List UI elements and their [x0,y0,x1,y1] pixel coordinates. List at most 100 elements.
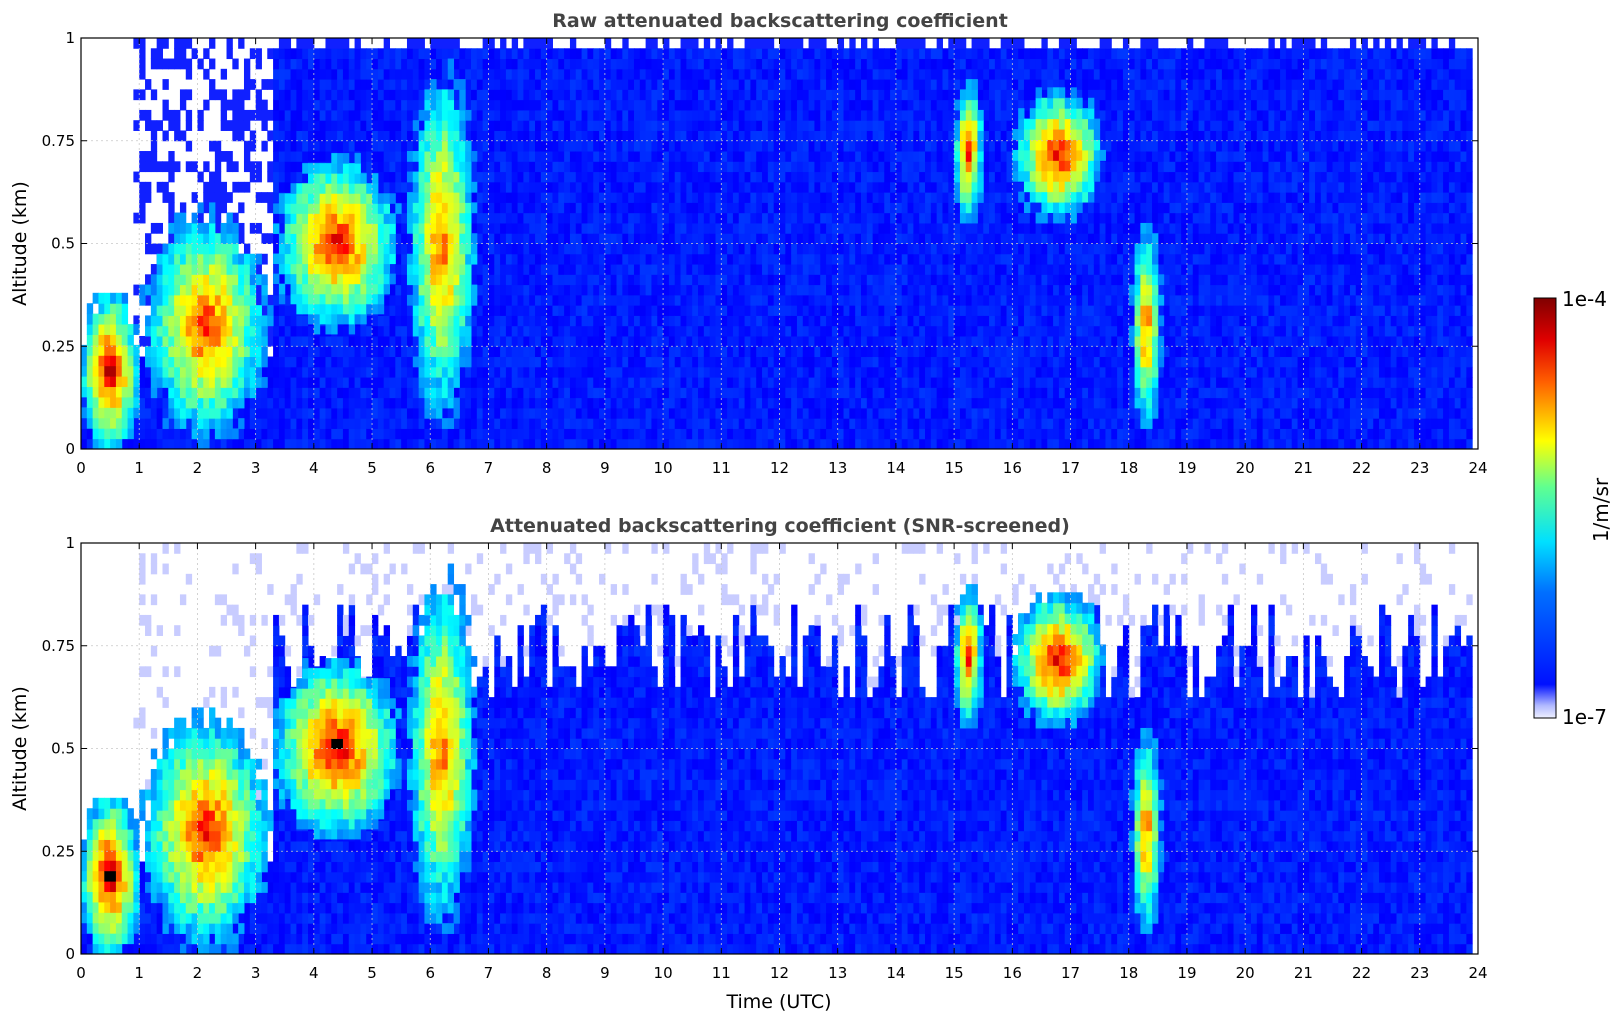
heatmap-cell [750,274,756,285]
heatmap-cell [785,408,791,419]
heatmap-cell [745,439,751,450]
heatmap-cell [547,408,553,419]
heatmap-cell [873,192,879,203]
heatmap-cell [320,59,326,70]
heatmap-cell [413,387,419,398]
heatmap-cell [401,48,407,59]
heatmap-cell [582,367,588,378]
heatmap-cell [285,367,291,378]
heatmap-cell [617,141,623,152]
heatmap-cell [675,305,681,316]
heatmap-cell [570,346,576,357]
heatmap-cell [762,305,768,316]
heatmap-cell [157,387,163,398]
heatmap-cell [296,89,302,100]
heatmap-cell [611,398,617,409]
heatmap-cell [488,100,494,111]
heatmap-cell [523,367,529,378]
heatmap-cell [634,202,640,213]
heatmap-cell [622,172,628,183]
heatmap-cell [261,110,267,121]
heatmap-cell [739,202,745,213]
heatmap-cell [593,213,599,224]
heatmap-cell [483,357,489,368]
heatmap-cell [686,377,692,388]
heatmap-cell [547,192,553,203]
heatmap-cell [261,233,267,244]
heatmap-cell [814,377,820,388]
heatmap-cell [750,428,756,439]
heatmap-cell [535,254,541,265]
heatmap-cell [640,89,646,100]
heatmap-cell [611,79,617,90]
heatmap-cell [745,213,751,224]
heatmap-cell [826,274,832,285]
heatmap-cell [343,439,349,450]
heatmap-cell [634,418,640,429]
heatmap-cell [570,48,576,59]
heatmap-cell [692,387,698,398]
heatmap-cell [669,377,675,388]
heatmap-cell [308,110,314,121]
heatmap-cell [844,233,850,244]
heatmap-cell [518,315,524,326]
heatmap-cell [634,346,640,357]
heatmap-cell [756,120,762,131]
heatmap-cell [378,315,384,326]
heatmap-cell [902,295,908,306]
heatmap-cell [378,110,384,121]
heatmap-cell [314,367,320,378]
heatmap-cell [273,305,279,316]
heatmap-cell [756,387,762,398]
heatmap-cell [145,244,151,255]
heatmap-cell [634,110,640,121]
heatmap-cell [541,100,547,111]
heatmap-cell [908,295,914,306]
heatmap-cell [611,346,617,357]
heatmap-cell [640,244,646,255]
heatmap-cell [651,151,657,162]
heatmap-cell [605,295,611,306]
heatmap-cell [523,38,529,49]
heatmap-cell [681,264,687,275]
heatmap-cell [500,233,506,244]
heatmap-cell [814,213,820,224]
heatmap-cell [483,48,489,59]
heatmap-cell [721,346,727,357]
heatmap-cell [878,398,884,409]
heatmap-cell [593,110,599,121]
heatmap-cell [570,377,576,388]
heatmap-cell [384,326,390,337]
heatmap-cell [878,79,884,90]
heatmap-cell [162,59,168,70]
heatmap-cell [145,387,151,398]
heatmap-cell [692,398,698,409]
heatmap-cell [704,130,710,141]
heatmap-cell [797,336,803,347]
heatmap-cell [285,69,291,80]
heatmap-cell [488,110,494,121]
heatmap-cell [477,110,483,121]
heatmap-cell [587,408,593,419]
heatmap-cell [791,428,797,439]
heatmap-cell [518,100,524,111]
heatmap-cell [238,100,244,111]
heatmap-cell [337,357,343,368]
heatmap-cell [372,367,378,378]
heatmap-cell [518,202,524,213]
heatmap-cell [558,110,564,121]
heatmap-cell [745,151,751,162]
heatmap-cell [593,202,599,213]
heatmap-cell [803,439,809,450]
heatmap-cell [209,182,215,193]
heatmap-cell [768,315,774,326]
heatmap-cell [622,182,628,193]
heatmap-cell [337,120,343,131]
heatmap-cell [506,408,512,419]
heatmap-cell [873,89,879,100]
heatmap-cell [698,326,704,337]
heatmap-cell [157,244,163,255]
heatmap-cell [646,48,652,59]
heatmap-cell [331,79,337,90]
heatmap-cell [867,69,873,80]
